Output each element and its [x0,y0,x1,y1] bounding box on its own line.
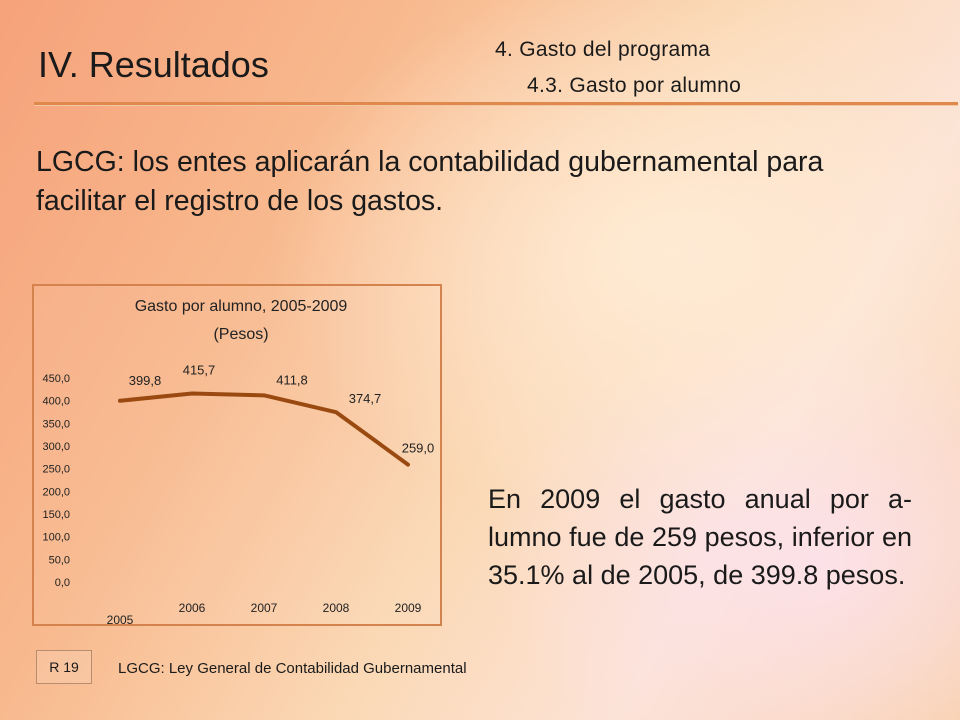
data-label: 259,0 [402,441,435,456]
page-title: IV. Resultados [38,44,269,85]
chart-title: Gasto por alumno, 2005-2009 [135,298,348,315]
x-tick-label: 2005 [107,613,134,624]
y-tick-label: 400,0 [42,396,70,408]
slide-code-badge: R 19 [36,650,92,684]
title-divider [34,102,958,106]
y-tick-label: 300,0 [42,441,70,453]
data-label: 411,8 [276,372,308,387]
x-tick-label: 2007 [251,601,278,615]
intro-paragraph: LGCG: los entes aplicarán la contabilida… [36,146,824,217]
data-label: 415,7 [183,363,216,378]
x-tick-label: 2008 [323,601,350,615]
summary-note: En 2009 el gasto anual por a-lumno fue d… [488,484,912,590]
y-tick-label: 450,0 [42,373,70,385]
line-chart: Gasto por alumno, 2005-2009 (Pesos) 0,0 5… [42,298,435,624]
series-line [118,391,410,467]
y-tick-label: 50,0 [49,554,70,566]
chart-panel: Gasto por alumno, 2005-2009 (Pesos) 0,0 5… [32,284,442,626]
y-tick-label: 0,0 [55,577,70,589]
y-tick-label: 350,0 [42,418,70,430]
footnote: LGCG: Ley General de Contabilidad Gubern… [118,660,467,677]
data-label: 399,8 [129,373,162,388]
y-tick-label: 200,0 [42,486,70,498]
y-tick-label: 250,0 [42,464,70,476]
section-subtitle: 4. Gasto del programa [495,38,711,61]
y-tick-label: 100,0 [42,532,70,544]
x-tick-label: 2009 [395,601,422,615]
x-tick-label: 2006 [179,601,206,615]
y-tick-label: 150,0 [42,509,70,521]
chart-subtitle: (Pesos) [213,326,268,343]
data-label: 374,7 [349,391,382,406]
subsection-subtitle: 4.3. Gasto por alumno [527,74,742,97]
